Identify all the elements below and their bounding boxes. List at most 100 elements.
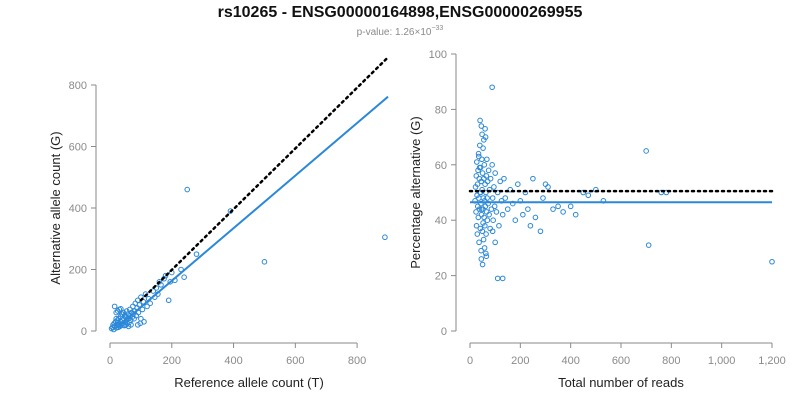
right-data-point — [483, 231, 489, 237]
right-data-point — [477, 189, 484, 196]
chart-title: rs10265 - ENSG00000164898,ENSG0000026995… — [218, 4, 583, 21]
right-data-point — [476, 239, 482, 246]
right-data-point — [663, 189, 670, 196]
right-x-axis-title: Total number of reads — [558, 375, 684, 390]
left-data-point — [138, 315, 144, 322]
right-data-point — [643, 148, 649, 154]
left-data-point — [382, 234, 388, 241]
right-data-point — [474, 181, 481, 187]
left-data-point — [144, 303, 150, 310]
left-data-point — [156, 279, 163, 285]
right-x-tick-label: 600 — [612, 355, 630, 367]
right-data-point — [530, 175, 536, 182]
right-data-point — [478, 206, 485, 212]
scatter-panel-percentage-alternative: 0 20 40 60 80 100 0 200 400 600 800 1,000 1,200 Total… — [408, 49, 786, 390]
right-data-point — [504, 206, 511, 212]
right-data-point — [482, 134, 489, 140]
left-x-tick-label: 800 — [348, 355, 366, 367]
right-data-point — [491, 184, 497, 190]
left-y-axis-title: Alternative allele count (G) — [48, 131, 63, 284]
right-data-point — [492, 170, 498, 176]
right-data-point — [560, 209, 566, 215]
right-data-point — [476, 206, 483, 212]
right-data-point — [501, 175, 507, 182]
left-data-point — [162, 272, 169, 279]
right-data-point — [527, 222, 534, 229]
right-data-point — [473, 173, 480, 179]
right-data-point — [507, 186, 514, 193]
right-data-point — [483, 173, 490, 179]
right-data-point — [484, 156, 490, 163]
left-data-point — [113, 309, 119, 316]
right-data-point — [479, 170, 486, 176]
left-data-point — [147, 300, 153, 307]
pvalue-prefix: p-value: 1.26×10 — [357, 27, 432, 38]
right-y-tick-label: 20 — [435, 271, 447, 283]
right-data-point — [489, 162, 495, 168]
right-x-tick-label: 0 — [467, 355, 473, 367]
right-data-point — [502, 195, 509, 201]
left-data-point — [118, 306, 124, 312]
left-fit-line — [118, 95, 389, 327]
right-data-point — [480, 145, 486, 151]
right-data-point — [496, 222, 502, 229]
right-data-point — [487, 175, 494, 182]
right-data-point — [477, 117, 483, 124]
left-x-tick-label: 400 — [224, 355, 242, 367]
left-data-point — [193, 251, 200, 257]
right-y-tick-label: 100 — [429, 49, 447, 61]
right-data-point — [490, 217, 496, 223]
right-data-point — [491, 203, 498, 210]
left-y-tick-label: 0 — [81, 326, 87, 338]
left-data-point — [261, 259, 268, 265]
right-y-axis-title: Percentage alternative (G) — [408, 116, 423, 268]
left-data-point — [111, 303, 118, 310]
right-data-point — [512, 217, 519, 223]
right-x-tick-label: 200 — [511, 355, 529, 367]
left-data-point — [135, 322, 141, 328]
right-data-point — [473, 159, 480, 165]
right-data-point — [484, 217, 491, 223]
right-data-point — [532, 214, 539, 221]
left-data-point — [139, 306, 146, 313]
left-data-point — [184, 186, 191, 193]
right-data-point — [537, 228, 544, 235]
right-x-tick-label: 400 — [561, 355, 579, 367]
right-data-point — [550, 206, 556, 212]
left-y-tick-label: 800 — [69, 80, 87, 92]
right-data-point — [473, 209, 479, 215]
right-data-point — [477, 142, 483, 149]
right-data-point — [493, 209, 500, 215]
right-data-point — [488, 206, 495, 212]
right-data-point — [481, 245, 488, 251]
right-data-point — [572, 211, 579, 218]
scatter-panel-allele-counts: 0 200 400 600 800 0 200 400 600 800 Reference alle… — [48, 56, 390, 390]
right-data-point — [475, 203, 481, 210]
left-y-tick-label: 400 — [69, 203, 87, 215]
right-data-point — [525, 206, 531, 212]
right-data-point — [474, 192, 480, 199]
right-data-point — [483, 189, 489, 196]
right-data-point — [478, 247, 484, 254]
left-y-tick-label: 600 — [69, 142, 87, 154]
right-data-point — [545, 184, 551, 190]
right-data-point — [481, 137, 487, 143]
right-data-point — [585, 192, 592, 199]
right-data-point — [483, 253, 490, 260]
right-data-point — [484, 178, 491, 185]
chart-subtitle-pvalue: p-value: 1.26×10−33 — [357, 25, 444, 38]
left-y-tick-label: 200 — [69, 265, 87, 277]
left-data-point — [158, 282, 164, 288]
right-data-point — [555, 203, 561, 210]
right-data-point — [520, 211, 526, 218]
right-data-point — [479, 131, 485, 138]
left-data-point — [141, 318, 147, 325]
right-data-point — [476, 164, 483, 171]
right-y-tick-label: 80 — [435, 104, 447, 116]
right-data-point — [484, 195, 490, 201]
right-data-point — [480, 195, 487, 201]
right-y-tick-label: 40 — [435, 215, 447, 227]
right-data-point — [478, 123, 485, 129]
right-data-point — [483, 250, 489, 257]
